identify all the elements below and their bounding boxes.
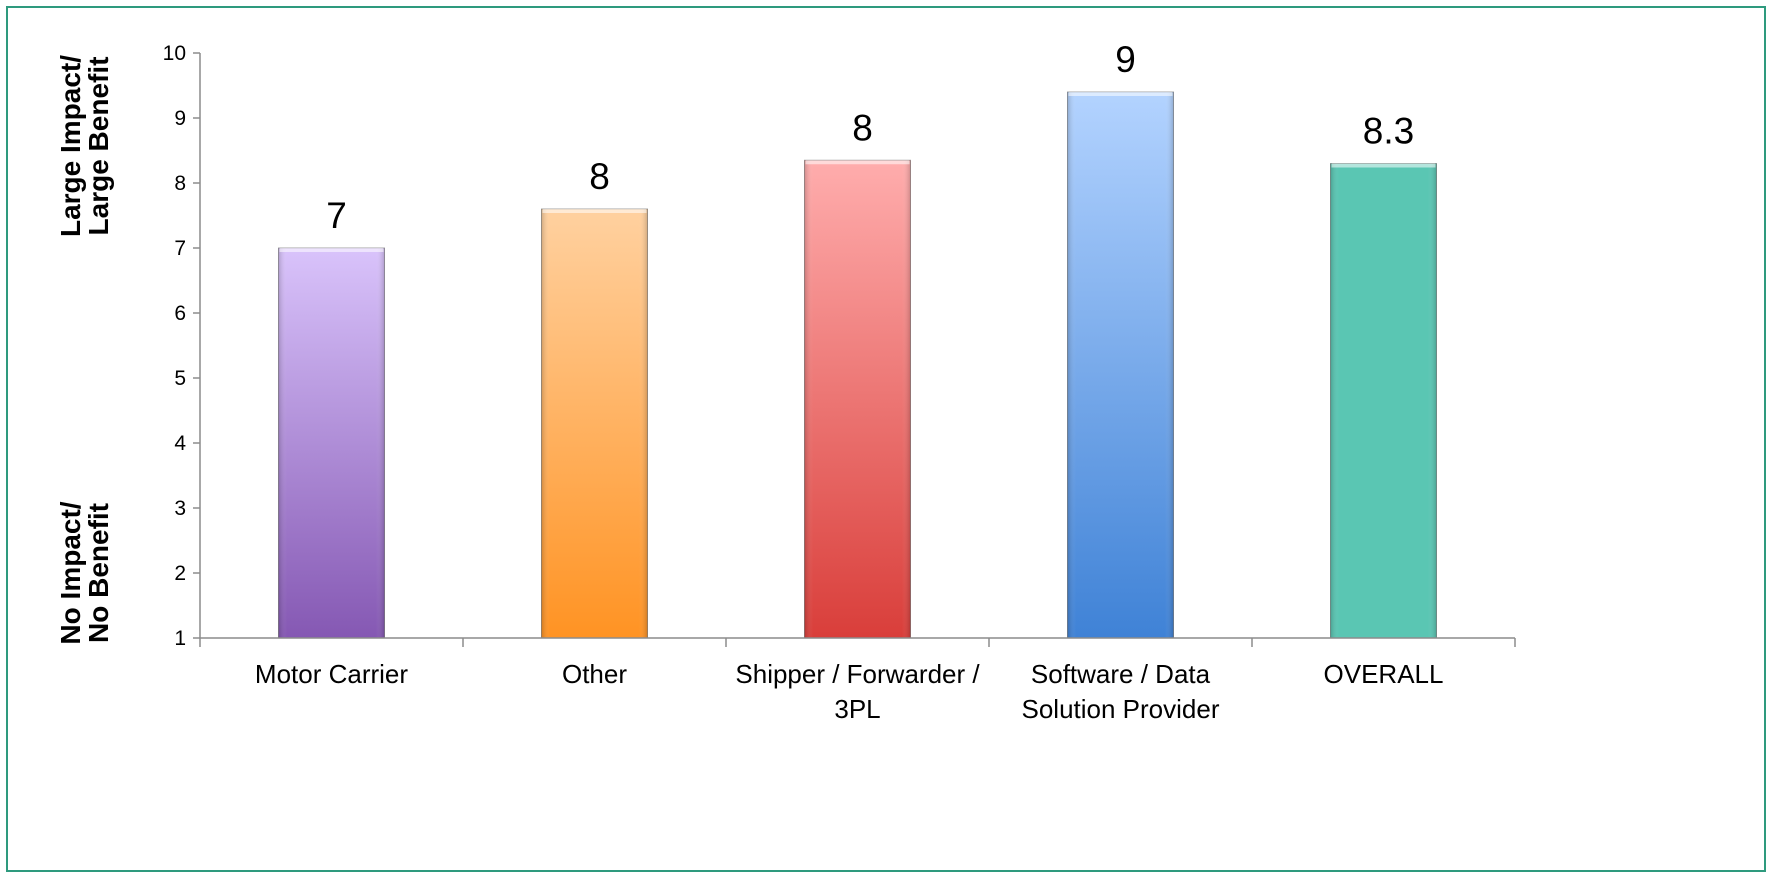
x-tick-label-line: Motor Carrier xyxy=(255,659,408,689)
y-annotation-top-line: Large Benefit xyxy=(83,57,114,236)
y-tick-label: 9 xyxy=(174,107,186,130)
x-tick-label-line: 3PL xyxy=(834,694,880,724)
bar-cap xyxy=(1068,92,1173,96)
x-tick-label: Shipper / Forwarder / 3PL xyxy=(735,659,980,724)
y-tick-label: 2 xyxy=(174,562,186,585)
bar-bevel xyxy=(278,248,385,638)
x-tick-label-line: Shipper / Forwarder / xyxy=(735,659,980,689)
y-annotations: Large Impact/Large Benefit No Impact/No B… xyxy=(55,55,114,645)
bar-bevel xyxy=(804,160,911,638)
x-tick-label: Motor Carrier xyxy=(255,659,408,689)
x-tick-label: Other xyxy=(562,659,627,689)
x-tick-label-line: OVERALL xyxy=(1324,659,1444,689)
y-annotation-bottom: No Impact/No Benefit xyxy=(55,501,114,644)
bar-cap xyxy=(1331,163,1436,168)
y-annotation-top-line: Large Impact/ xyxy=(55,55,86,237)
data-label: 8 xyxy=(589,156,610,197)
x-axis: Motor Carrier Other Shipper / Forwarder / 3… xyxy=(199,637,1516,724)
y-tick-label: 1 xyxy=(174,627,186,650)
bar-bevel xyxy=(1067,92,1174,638)
bar-bevel xyxy=(1330,163,1437,638)
y-tick-label: 8 xyxy=(174,172,186,195)
data-label: 9 xyxy=(1115,39,1136,80)
x-tick-label: OVERALL xyxy=(1324,659,1444,689)
bar-chart: Large Impact/Large Benefit No Impact/No B… xyxy=(55,39,1516,724)
bar-cap xyxy=(805,160,910,165)
bar-bevel xyxy=(541,209,648,638)
bars: 7 8 8 9 8.3 xyxy=(278,39,1437,639)
x-tick-label-line: Software / Data xyxy=(1031,659,1211,689)
chart-frame: Large Impact/Large Benefit No Impact/No B… xyxy=(6,6,1766,872)
y-tick-label: 6 xyxy=(174,302,186,325)
bar-cap xyxy=(542,209,647,213)
bar-cap xyxy=(279,248,384,252)
x-tick-label: Software / Data Solution Provider xyxy=(1022,659,1220,724)
data-label: 8.3 xyxy=(1363,111,1414,152)
x-tick-label-line: Solution Provider xyxy=(1022,694,1220,724)
y-tick-label: 3 xyxy=(174,497,186,520)
x-tick-label-line: Other xyxy=(562,659,627,689)
data-label: 7 xyxy=(326,195,347,236)
y-axis: 1 2 3 4 5 6 7 8 9 10 xyxy=(163,42,201,650)
data-label: 8 xyxy=(852,107,873,148)
y-tick-label: 4 xyxy=(174,432,186,455)
y-tick-label: 10 xyxy=(163,42,186,65)
y-tick-label: 5 xyxy=(174,367,186,390)
y-annotation-top: Large Impact/Large Benefit xyxy=(55,55,114,237)
y-annotation-bottom-line: No Impact/ xyxy=(55,501,86,644)
y-annotation-bottom-line: No Benefit xyxy=(83,503,114,643)
y-tick-label: 7 xyxy=(174,237,186,260)
